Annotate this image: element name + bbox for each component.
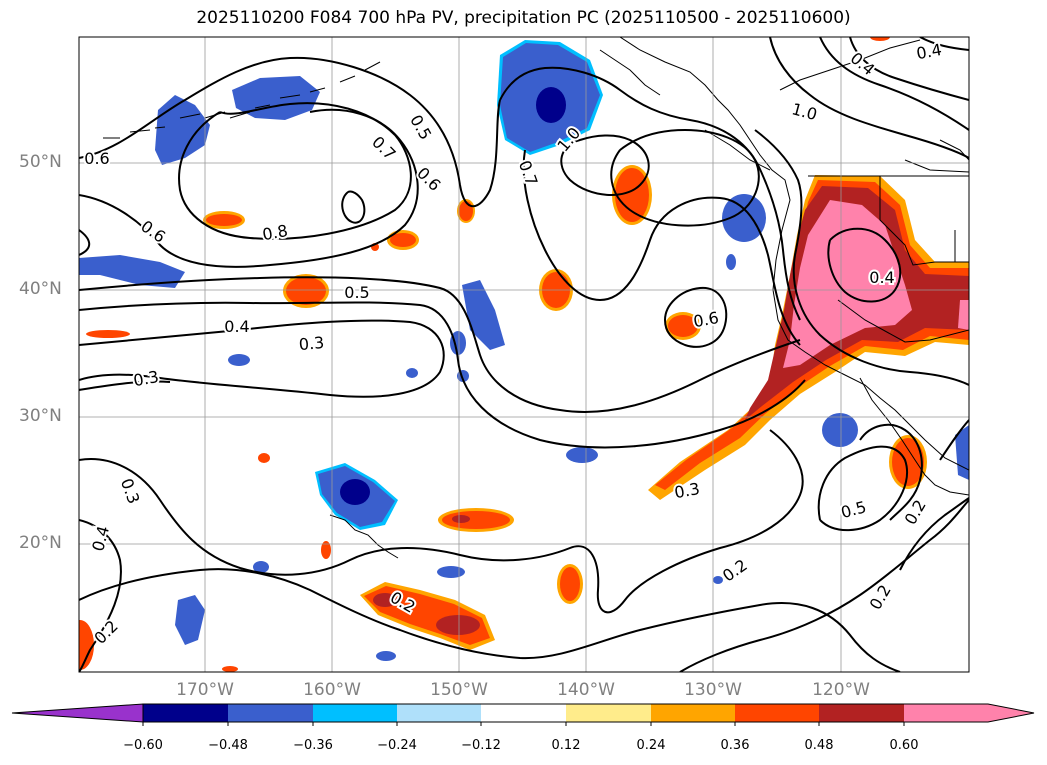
lon-label: 160°W bbox=[303, 680, 361, 700]
lon-label: 130°W bbox=[684, 680, 742, 700]
precip-positive-baja bbox=[889, 435, 927, 489]
colorbar-tick-label: 0.36 bbox=[720, 738, 750, 753]
precip-positive-patches bbox=[79, 37, 890, 672]
contour-label: 0.6 bbox=[84, 149, 109, 168]
map-title: 2025110200 F084 700 hPa PV, precipitatio… bbox=[196, 8, 851, 28]
colorbar-segment bbox=[228, 704, 313, 722]
colorbar-tick-label: −0.12 bbox=[461, 738, 501, 753]
gridlines bbox=[79, 37, 969, 672]
colorbar-segment bbox=[397, 704, 481, 722]
colorbar-segment bbox=[143, 704, 228, 722]
lat-label: 50°N bbox=[19, 152, 62, 172]
lat-label: 40°N bbox=[19, 279, 62, 299]
coastline bbox=[619, 37, 969, 496]
map-plot-area bbox=[79, 37, 969, 672]
contour-label: 0.4 bbox=[224, 317, 249, 336]
colorbar-tick-label: −0.48 bbox=[208, 738, 248, 753]
lon-label: 140°W bbox=[557, 680, 615, 700]
colorbar-segment bbox=[651, 704, 735, 722]
lat-label: 20°N bbox=[19, 533, 62, 553]
colorbar-tick-label: 0.60 bbox=[889, 738, 919, 753]
plot-frame bbox=[78, 36, 970, 673]
colorbar-segment bbox=[819, 704, 904, 722]
lon-label: 170°W bbox=[176, 680, 234, 700]
colorbar-segment bbox=[566, 704, 651, 722]
colorbar-extend-left bbox=[11, 703, 144, 723]
colorbar-tick-label: 0.24 bbox=[636, 738, 666, 753]
contour-label: 0.3 bbox=[298, 333, 325, 354]
colorbar-extend-right bbox=[904, 704, 1034, 722]
lon-label: 120°W bbox=[812, 680, 870, 700]
colorbar-segment bbox=[313, 704, 397, 722]
precip-positive-west-coast bbox=[648, 175, 969, 500]
colorbar-tick-label: −0.60 bbox=[123, 738, 163, 753]
colorbar-tick-label: −0.24 bbox=[377, 738, 417, 753]
colorbar-tick-label: −0.36 bbox=[293, 738, 333, 753]
contour-label: 0.4 bbox=[869, 268, 894, 287]
contour-label: 0.5 bbox=[344, 283, 369, 302]
contour-label: 0.3 bbox=[673, 479, 701, 502]
colorbar bbox=[11, 703, 1035, 726]
lon-label: 150°W bbox=[430, 680, 488, 700]
lat-label: 30°N bbox=[19, 406, 62, 426]
colorbar-segment bbox=[735, 704, 819, 722]
colorbar-tick-label: 0.48 bbox=[804, 738, 834, 753]
colorbar-tick-label: 0.12 bbox=[551, 738, 581, 753]
colorbar-segment bbox=[481, 704, 566, 722]
pv-contours bbox=[79, 37, 969, 672]
